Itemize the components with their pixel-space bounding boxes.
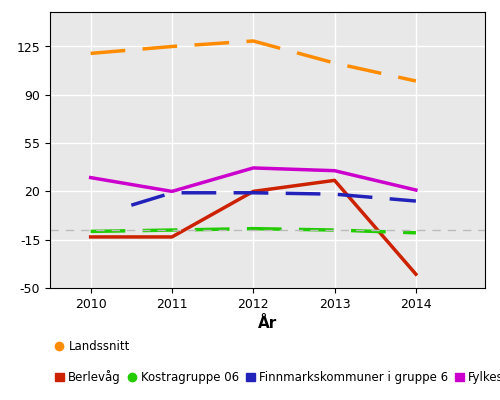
Legend: Berlevåg, Kostragruppe 06, Finnmarkskommuner i gruppe 6, Fylkessnitt: Berlevåg, Kostragruppe 06, Finnmarkskomm… [50, 365, 500, 389]
X-axis label: År: År [258, 316, 277, 331]
